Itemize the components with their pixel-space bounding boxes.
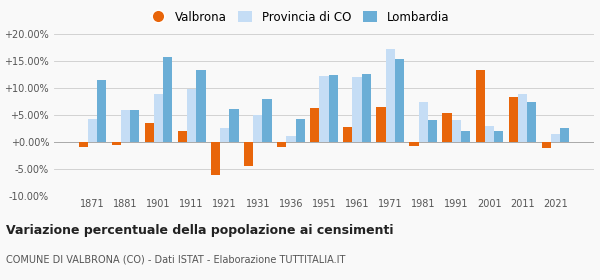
Bar [121, 111, 130, 142]
Bar [112, 142, 121, 144]
Bar [88, 119, 97, 142]
Bar [527, 102, 536, 142]
Bar [286, 136, 296, 142]
Bar [542, 142, 551, 148]
Bar [419, 102, 428, 142]
Bar [376, 107, 386, 142]
Bar [362, 74, 371, 142]
Bar [196, 70, 206, 142]
Bar [386, 49, 395, 142]
Bar [395, 59, 404, 142]
Bar [229, 109, 239, 142]
Bar [310, 108, 319, 142]
Text: COMUNE DI VALBRONA (CO) - Dati ISTAT - Elaborazione TUTTITALIA.IT: COMUNE DI VALBRONA (CO) - Dati ISTAT - E… [6, 255, 346, 265]
Bar [154, 94, 163, 142]
Bar [253, 115, 262, 142]
Bar [442, 113, 452, 142]
Bar [79, 142, 88, 147]
Bar [409, 142, 419, 146]
Bar [97, 80, 106, 142]
Bar [329, 75, 338, 142]
Bar [476, 70, 485, 142]
Bar [551, 134, 560, 142]
Bar [452, 120, 461, 142]
Bar [163, 57, 172, 142]
Bar [461, 131, 470, 142]
Bar [296, 119, 305, 142]
Bar [560, 128, 569, 142]
Bar [220, 128, 229, 142]
Bar [244, 142, 253, 166]
Bar [277, 142, 286, 147]
Bar [428, 120, 437, 142]
Bar [509, 97, 518, 142]
Bar [145, 123, 154, 142]
Bar [485, 126, 494, 142]
Bar [319, 76, 329, 142]
Legend: Valbrona, Provincia di CO, Lombardia: Valbrona, Provincia di CO, Lombardia [146, 6, 454, 28]
Text: Variazione percentuale della popolazione ai censimenti: Variazione percentuale della popolazione… [6, 224, 394, 237]
Bar [187, 89, 196, 142]
Bar [518, 94, 527, 142]
Bar [262, 99, 272, 142]
Bar [130, 111, 139, 142]
Bar [343, 127, 352, 142]
Bar [352, 77, 362, 142]
Bar [494, 131, 503, 142]
Bar [178, 131, 187, 142]
Bar [211, 142, 220, 176]
